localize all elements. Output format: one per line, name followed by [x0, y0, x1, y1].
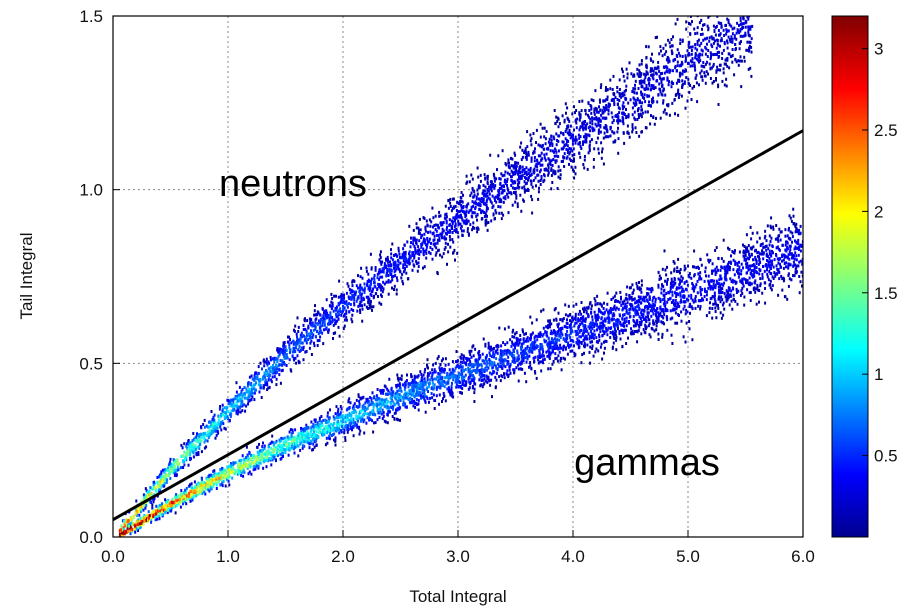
x-tick-label: 5.0	[676, 547, 700, 566]
annotation-gammas: gammas	[574, 442, 720, 484]
x-tick-label: 6.0	[791, 547, 815, 566]
x-tick-label: 1.0	[216, 547, 240, 566]
annotation-neutrons: neutrons	[219, 163, 367, 205]
x-tick-label: 4.0	[561, 547, 585, 566]
y-tick-label: 1.0	[79, 181, 103, 200]
x-tick-label: 3.0	[446, 547, 470, 566]
density-layer	[118, 16, 803, 537]
colorbar-tick-label: 0.5	[874, 447, 898, 466]
colorbar-tick-label: 3	[874, 40, 883, 59]
colorbar-ticks: 0.5 1 1.5 2 2.5 3	[862, 40, 898, 466]
colorbar-tick-label: 1.5	[874, 284, 898, 303]
colorbar	[831, 15, 869, 538]
colorbar-tick-label: 2.5	[874, 121, 898, 140]
y-tick-label: 0.0	[79, 528, 103, 547]
y-tick-label: 1.5	[79, 7, 103, 26]
x-axis-label: Total Integral	[409, 587, 506, 606]
colorbar-tick-label: 1	[874, 365, 883, 384]
y-tick-label: 0.5	[79, 354, 103, 373]
discrimination-line	[112, 129, 804, 521]
y-axis-ticks: 0.0 0.5 1.0 1.5	[79, 7, 120, 547]
y-axis-label: Tail Integral	[17, 233, 36, 320]
x-tick-label: 0.0	[101, 547, 125, 566]
colorbar-tick-label: 2	[874, 202, 883, 221]
x-tick-label: 2.0	[331, 547, 355, 566]
x-axis-ticks: 0.0 1.0 2.0 3.0 4.0 5.0 6.0	[101, 530, 815, 566]
